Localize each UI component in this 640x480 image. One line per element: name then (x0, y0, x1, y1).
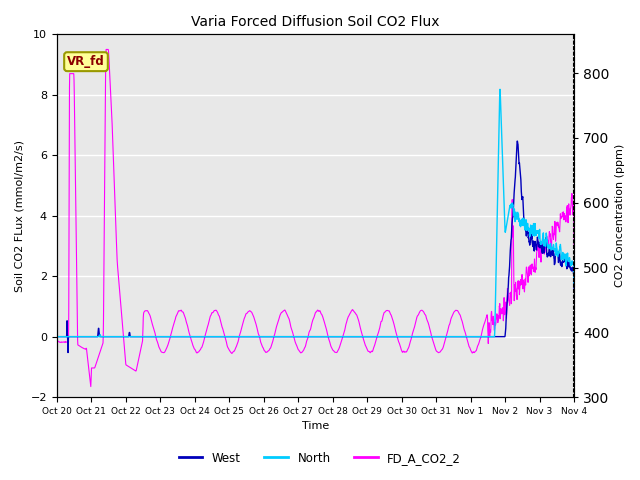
Y-axis label: Soil CO2 FLux (mmol/m2/s): Soil CO2 FLux (mmol/m2/s) (15, 140, 25, 292)
Y-axis label: CO2 Concentration (ppm): CO2 Concentration (ppm) (615, 144, 625, 288)
X-axis label: Time: Time (302, 421, 329, 432)
Title: Varia Forced Diffusion Soil CO2 Flux: Varia Forced Diffusion Soil CO2 Flux (191, 15, 440, 29)
Text: VR_fd: VR_fd (67, 55, 105, 68)
Legend: West, North, FD_A_CO2_2: West, North, FD_A_CO2_2 (174, 447, 466, 469)
